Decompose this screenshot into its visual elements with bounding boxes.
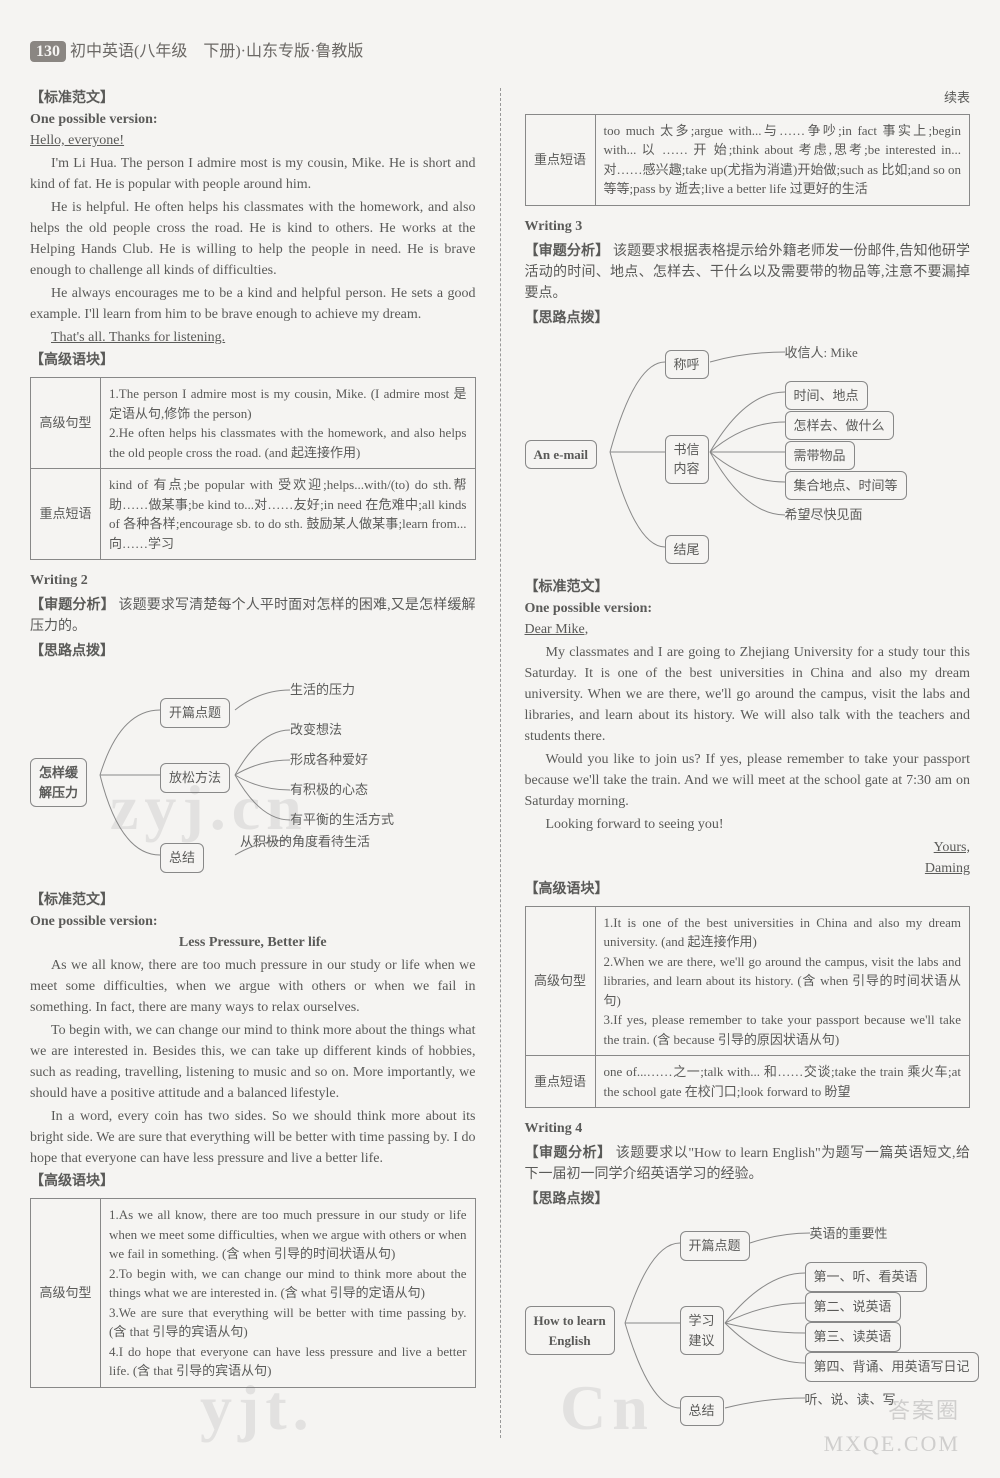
w2-analysis: 【审题分析】 该题要求写清楚每个人平时面对怎样的困难,又是怎样缓解压力的。 bbox=[30, 595, 476, 637]
t2r1-label: 高级句型 bbox=[31, 1199, 101, 1388]
vocab-table-1: 高级句型 1.The person I admire most is my co… bbox=[30, 377, 476, 560]
w2-e3: In a word, every coin has two sides. So … bbox=[30, 1106, 476, 1169]
w3-p3: Looking forward to seeing you! bbox=[525, 814, 971, 835]
w4-mm-b2i3: 第四、背诵、用英语写日记 bbox=[805, 1352, 979, 1382]
w2-mm-b1n: 生活的压力 bbox=[290, 680, 355, 700]
std-label-1: 【标准范文】 bbox=[30, 88, 476, 109]
w4-mm-b2i1: 第二、说英语 bbox=[805, 1292, 901, 1322]
left-p1: I'm Li Hua. The person I admire most is … bbox=[30, 153, 476, 195]
w2-mm-b2i3: 有平衡的生活方式 bbox=[290, 810, 394, 830]
tt-text: too much 太多;argue with...与……争吵;in fact 事… bbox=[595, 114, 970, 205]
w2-adv: 【高级语块】 bbox=[30, 1171, 476, 1192]
w3-adv: 【高级语块】 bbox=[525, 879, 971, 900]
w3-p1: My classmates and I are going to Zhejian… bbox=[525, 642, 971, 747]
w4-analysis-label: 【审题分析】 bbox=[525, 1146, 612, 1161]
w2-mm-b3n: 从积极的角度看待生活 bbox=[240, 832, 370, 852]
w3-analysis-label: 【审题分析】 bbox=[525, 244, 610, 259]
tt-label: 重点短语 bbox=[525, 114, 595, 205]
t3r1-text: 1.It is one of the best universities in … bbox=[595, 906, 970, 1056]
t2r1-text: 1.As we all know, there are too much pre… bbox=[101, 1199, 476, 1388]
cont-label: 续表 bbox=[525, 88, 971, 108]
w3-possible: One possible version: bbox=[525, 598, 971, 619]
w3-mindmap: An e-mail 称呼 收信人: Mike 书信 内容 时间、地点 怎样去、做… bbox=[525, 337, 971, 567]
adv-label-1: 【高级语块】 bbox=[30, 350, 476, 371]
w4-mm-b2i0: 第一、听、看英语 bbox=[805, 1262, 927, 1292]
w4-analysis: 【审题分析】 该题要求以"How to learn English"为题写一篇英… bbox=[525, 1143, 971, 1185]
possible-1: One possible version: bbox=[30, 109, 476, 130]
t1r2-text: kind of 有点;be popular with 受欢迎;helps...w… bbox=[101, 469, 476, 560]
w3-mm-b3: 结尾 bbox=[665, 535, 709, 565]
w4-mm-b2i2: 第三、读英语 bbox=[805, 1322, 901, 1352]
w3-mm-b2i3: 集合地点、时间等 bbox=[785, 471, 907, 501]
w2-mm-root: 怎样缓 解压力 bbox=[30, 758, 87, 807]
w3-sign2: Daming bbox=[525, 858, 971, 879]
w3-mm-b1n: 收信人: Mike bbox=[785, 343, 858, 363]
column-divider bbox=[500, 88, 501, 1438]
w2-essay-title: Less Pressure, Better life bbox=[30, 932, 476, 953]
w2-mm-b2: 放松方法 bbox=[160, 763, 230, 793]
w3-mm-b2e: 希望尽快见面 bbox=[785, 505, 863, 525]
w4-mm-root: How to learn English bbox=[525, 1306, 615, 1355]
header-title: 初中英语(八年级 下册)·山东专版·鲁教版 bbox=[70, 43, 363, 60]
page-header: 130 初中英语(八年级 下册)·山东专版·鲁教版 bbox=[30, 40, 970, 68]
w3-mm-root: An e-mail bbox=[525, 440, 598, 470]
w2-mindmap: 怎样缓 解压力 开篇点题 生活的压力 放松方法 改变想法 形成各种爱好 有积极的… bbox=[30, 670, 476, 880]
w2-mm-b3: 总结 bbox=[160, 843, 204, 873]
w3-analysis: 【审题分析】 该题要求根据表格提示给外籍老师发一份邮件,告知他研学活动的时间、地… bbox=[525, 241, 971, 304]
w3-mm-b2i0: 时间、地点 bbox=[785, 381, 868, 411]
t1r2-label: 重点短语 bbox=[31, 469, 101, 560]
w2-analysis-label: 【审题分析】 bbox=[30, 598, 115, 613]
vocab-table-2: 高级句型 1.As we all know, there are too muc… bbox=[30, 1198, 476, 1388]
w3-p2: Would you like to join us? If yes, pleas… bbox=[525, 749, 971, 812]
two-column-layout: 【标准范文】 One possible version: Hello, ever… bbox=[30, 88, 970, 1438]
w4-mm-b2: 学习 建议 bbox=[680, 1306, 724, 1355]
left-p3: He always encourages me to be a kind and… bbox=[30, 283, 476, 325]
t1r1-text: 1.The person I admire most is my cousin,… bbox=[101, 378, 476, 469]
greeting-1: Hello, everyone! bbox=[30, 130, 476, 151]
w2-possible: One possible version: bbox=[30, 911, 476, 932]
writing3-title: Writing 3 bbox=[525, 216, 971, 237]
w4-mindmap: How to learn English 开篇点题 英语的重要性 学习 建议 第… bbox=[525, 1218, 971, 1428]
t3r1-label: 高级句型 bbox=[525, 906, 595, 1056]
w2-hint: 【思路点拨】 bbox=[30, 641, 476, 662]
w2-e1: As we all know, there are too much press… bbox=[30, 955, 476, 1018]
right-column: 续表 重点短语 too much 太多;argue with...与……争吵;i… bbox=[525, 88, 971, 1438]
left-p2: He is helpful. He often helps his classm… bbox=[30, 197, 476, 281]
w2-e2: To begin with, we can change our mind to… bbox=[30, 1020, 476, 1104]
w2-mm-b2i2: 有积极的心态 bbox=[290, 780, 368, 800]
w4-hint: 【思路点拨】 bbox=[525, 1189, 971, 1210]
page-num: 130 bbox=[30, 41, 66, 62]
writing2-title: Writing 2 bbox=[30, 570, 476, 591]
w4-mm-b1: 开篇点题 bbox=[680, 1231, 750, 1261]
w2-mm-b1: 开篇点题 bbox=[160, 698, 230, 728]
writing4-title: Writing 4 bbox=[525, 1118, 971, 1139]
w2-std: 【标准范文】 bbox=[30, 890, 476, 911]
w3-mm-b2i1: 怎样去、做什么 bbox=[785, 411, 894, 441]
w2-mm-b2i1: 形成各种爱好 bbox=[290, 750, 368, 770]
w3-mm-b2i2: 需带物品 bbox=[785, 441, 855, 471]
w3-greeting: Dear Mike, bbox=[525, 619, 971, 640]
w4-mm-b3n: 听、说、读、写 bbox=[805, 1390, 896, 1410]
left-column: 【标准范文】 One possible version: Hello, ever… bbox=[30, 88, 476, 1438]
t1r1-label: 高级句型 bbox=[31, 378, 101, 469]
vocab-table-3: 高级句型 1.It is one of the best universitie… bbox=[525, 906, 971, 1109]
w3-std: 【标准范文】 bbox=[525, 577, 971, 598]
w3-sign1: Yours, bbox=[525, 837, 971, 858]
t3r2-label: 重点短语 bbox=[525, 1056, 595, 1108]
w4-mm-b3: 总结 bbox=[680, 1396, 724, 1426]
vocab-table-top: 重点短语 too much 太多;argue with...与……争吵;in f… bbox=[525, 114, 971, 206]
w3-hint: 【思路点拨】 bbox=[525, 308, 971, 329]
t3r2-text: one of...……之一;talk with... 和……交谈;take th… bbox=[595, 1056, 970, 1108]
w4-mm-b1n: 英语的重要性 bbox=[810, 1224, 888, 1244]
w3-mm-b2: 书信 内容 bbox=[665, 435, 709, 484]
left-p4: That's all. Thanks for listening. bbox=[30, 327, 476, 348]
w2-mm-b2i0: 改变想法 bbox=[290, 720, 342, 740]
w3-mm-b1: 称呼 bbox=[665, 350, 709, 380]
